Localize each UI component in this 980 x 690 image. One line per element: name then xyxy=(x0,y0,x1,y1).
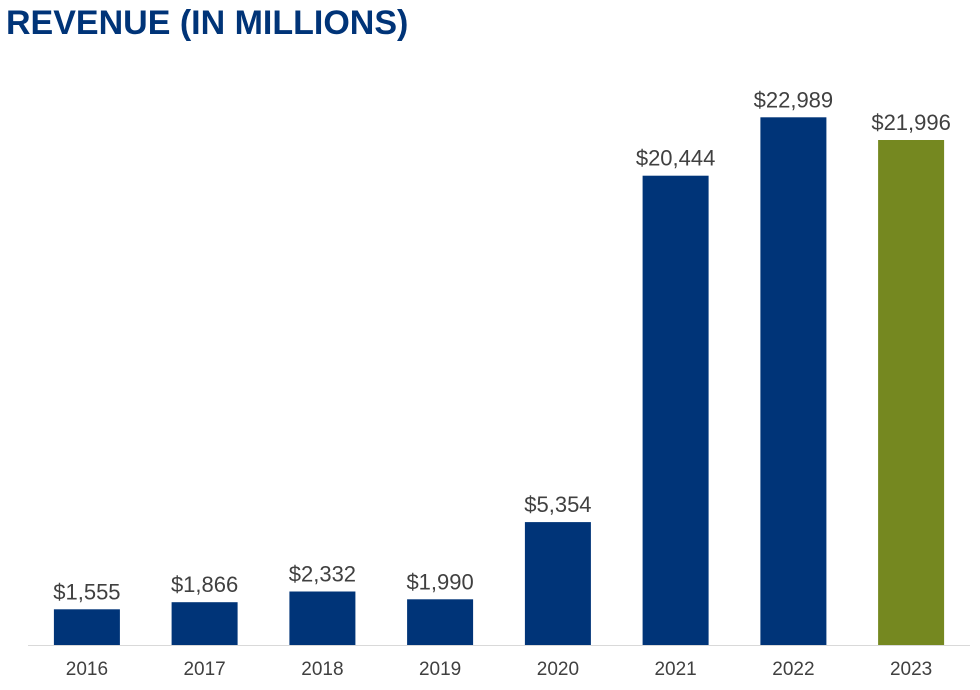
x-tick-labels: 2016 2017 2018 2019 2020 2021 2022 2023 xyxy=(66,659,932,680)
data-label-2022: $22,989 xyxy=(754,87,834,112)
chart-title: REVENUE (IN MILLIONS) xyxy=(6,4,409,42)
data-labels: $1,555 $1,866 $2,332 $1,990 $5,354 $20,444 $22… xyxy=(53,87,951,604)
data-label-2017: $1,866 xyxy=(171,572,238,597)
bar-series xyxy=(53,117,945,646)
x-tick-2016: 2016 xyxy=(66,659,108,680)
bar-2019 xyxy=(407,599,474,645)
data-label-2023: $21,996 xyxy=(871,110,951,135)
data-label-2016: $1,555 xyxy=(53,579,120,604)
bar-2017 xyxy=(171,602,238,645)
bar-2023 xyxy=(878,140,945,645)
data-label-2021: $20,444 xyxy=(636,146,716,171)
x-tick-2019: 2019 xyxy=(419,659,461,680)
x-tick-2022: 2022 xyxy=(772,659,814,680)
bar-2020 xyxy=(524,522,591,645)
bar-2021 xyxy=(642,175,709,645)
x-tick-2017: 2017 xyxy=(183,659,225,680)
bar-2016 xyxy=(53,609,120,645)
x-tick-2018: 2018 xyxy=(301,659,343,680)
bar-2018 xyxy=(289,591,356,645)
bar-2022 xyxy=(760,117,827,646)
x-tick-2020: 2020 xyxy=(537,659,579,680)
data-label-2018: $2,332 xyxy=(289,562,356,587)
x-tick-2023: 2023 xyxy=(890,659,932,680)
data-label-2019: $1,990 xyxy=(406,569,473,594)
data-label-2020: $5,354 xyxy=(524,492,591,517)
x-tick-2021: 2021 xyxy=(654,659,696,680)
